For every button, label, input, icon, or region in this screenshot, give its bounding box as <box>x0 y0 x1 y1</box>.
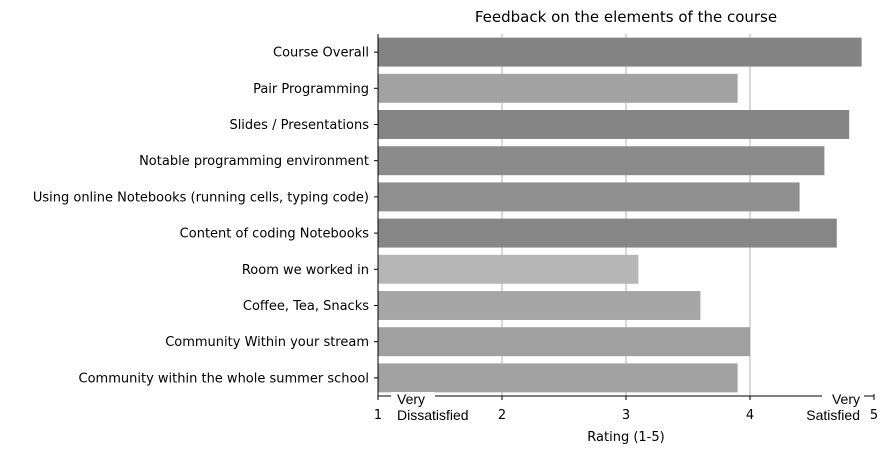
scale-label-mask <box>391 392 435 400</box>
x-tick-label: 2 <box>498 408 506 423</box>
category-labels: Course Overall Pair Programming Slides / P… <box>33 46 369 387</box>
category-label: Slides / Presentations <box>229 118 369 133</box>
bar <box>378 182 800 212</box>
x-tick-label: 5 <box>870 408 878 423</box>
bar <box>378 218 837 248</box>
x-axis-label: Rating (1-5) <box>587 430 664 445</box>
category-label: Coffee, Tea, Snacks <box>243 299 369 314</box>
bar <box>378 291 701 320</box>
x-tick-label: 1 <box>374 408 382 423</box>
x-tick-label: 4 <box>746 408 754 423</box>
bar <box>378 110 850 139</box>
chart-title: Feedback on the elements of the course <box>475 8 777 26</box>
bar <box>378 37 862 67</box>
bar <box>378 146 825 176</box>
bar <box>378 363 738 393</box>
bar <box>378 327 750 357</box>
scale-label-high-line2: Satisfied <box>806 407 860 423</box>
x-tick-label: 3 <box>622 408 630 423</box>
scale-label-low-line2: Dissatisfied <box>397 407 469 423</box>
category-label: Using online Notebooks (running cells, t… <box>33 190 369 205</box>
scale-label-mask <box>822 392 864 400</box>
category-label: Course Overall <box>273 46 369 61</box>
scale-label-low-line1: Very <box>397 391 425 407</box>
category-label: Community within the whole summer school <box>79 371 369 386</box>
category-label: Room we worked in <box>242 263 369 278</box>
scale-label-high-line1: Very <box>832 391 860 407</box>
axes <box>374 34 875 400</box>
category-label: Content of coding Notebooks <box>180 227 370 242</box>
bar <box>378 254 639 284</box>
bar <box>378 73 738 103</box>
category-label: Pair Programming <box>253 82 369 97</box>
bars <box>378 37 862 393</box>
category-label: Notable programming environment <box>139 154 369 169</box>
category-label: Community Within your stream <box>165 335 369 350</box>
x-tick-labels: 1 2 3 4 5 <box>374 408 878 423</box>
